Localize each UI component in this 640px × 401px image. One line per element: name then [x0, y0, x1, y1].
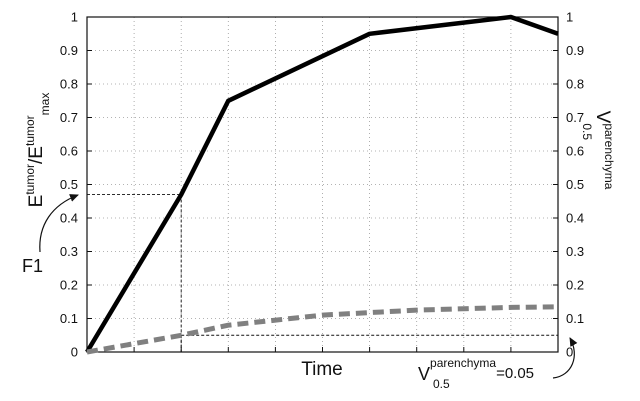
- right-tick-label: 0.1: [566, 311, 584, 326]
- f1-annotation: F1: [22, 194, 79, 276]
- left-tick-label: 0.2: [60, 278, 78, 293]
- y-left-slash: /E: [26, 146, 47, 164]
- grid: [86, 17, 559, 352]
- x-axis-title: Time: [301, 359, 343, 380]
- right-tick-label: 0.9: [566, 43, 584, 58]
- right-tick-label: 0.6: [566, 144, 584, 159]
- v-ann-suffix: =0.05: [496, 365, 534, 382]
- left-tick-label: 0.6: [60, 144, 78, 159]
- left-tick-label: 1: [71, 10, 78, 25]
- right-tick-label: 0.4: [566, 211, 584, 226]
- y-left-sup2: tumor: [23, 115, 37, 146]
- y-axis-title-left: Etumor/Etumormax: [23, 93, 52, 208]
- y-left-sub2: max: [38, 93, 52, 116]
- y-left-sup1: tumor: [23, 164, 37, 195]
- y-axis-title-right: Vparenchyma 0.5: [580, 111, 616, 190]
- y-right-base: V: [592, 111, 613, 124]
- left-tick-label: 0.1: [60, 311, 78, 326]
- f1-arrow: [39, 194, 79, 253]
- left-tick-label: 0.8: [60, 77, 78, 92]
- y-right-sup: parenchyma: [602, 123, 616, 189]
- left-tick-label: 0.3: [60, 244, 78, 259]
- right-axis-ticks: 0 0.1 0.2 0.3 0.4 0.5 0.6 0.7 0.8 0.9 1: [553, 10, 584, 360]
- series-line-solid: [85, 14, 559, 354]
- v-annotation: Vparenchyma=0.05 0.5: [418, 337, 578, 391]
- y-right-sub: 0.5: [580, 123, 594, 140]
- v-annotation-arrow: [552, 337, 578, 379]
- right-tick-label: 0.8: [566, 77, 584, 92]
- right-tick-label: 0: [566, 345, 573, 360]
- guide-lines: [87, 194, 558, 352]
- right-tick-label: 0.2: [566, 278, 584, 293]
- left-tick-label: 0.9: [60, 43, 78, 58]
- left-tick-label: 0.4: [60, 211, 78, 226]
- left-axis-ticks: 0 0.1 0.2 0.3 0.4 0.5 0.6 0.7 0.8 0.9 1: [60, 10, 92, 360]
- left-tick-label: 0.7: [60, 110, 78, 125]
- v-ann-sub: 0.5: [433, 377, 450, 391]
- f1-label: F1: [22, 256, 43, 276]
- v-ann-base: V: [418, 364, 430, 384]
- right-tick-label: 0.3: [566, 244, 584, 259]
- series-group: [85, 14, 559, 355]
- right-tick-label: 1: [566, 10, 573, 25]
- right-tick-label: 0.5: [566, 177, 584, 192]
- y-left-base: E: [26, 195, 47, 208]
- right-tick-label: 0.7: [566, 110, 584, 125]
- left-tick-label: 0.5: [60, 177, 78, 192]
- v-annotation-label: Vparenchyma=0.05: [418, 356, 534, 384]
- left-tick-label: 0: [71, 345, 78, 360]
- v-ann-sup: parenchyma: [430, 356, 496, 370]
- series-line-dashed: [86, 304, 559, 355]
